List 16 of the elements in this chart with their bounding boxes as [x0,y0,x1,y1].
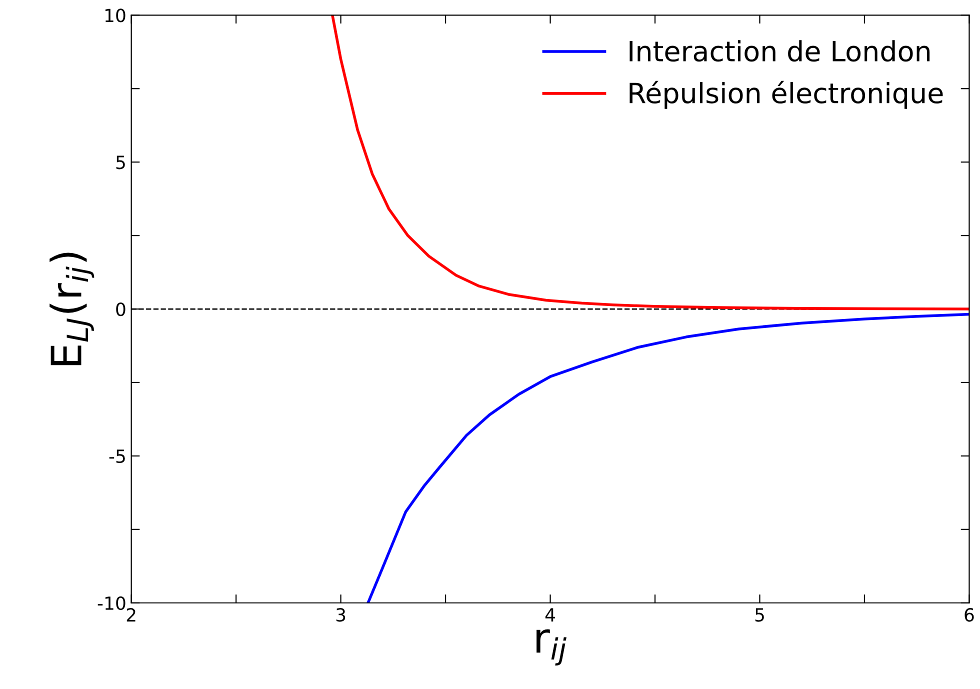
y-tick-label: 0 [116,302,126,316]
y-axis-title: E$_{LJ}$(r$_{ij}$) [50,252,94,366]
x-tick-label: 6 [964,608,974,622]
y-tick-label: 5 [116,156,125,170]
legend-label: Interaction de London [630,40,930,62]
y-tick-label: -5 [109,450,125,464]
y-tick-label: -10 [98,596,126,610]
line-series [331,15,970,310]
x-axis-title: r$_{ij}$ [536,629,566,666]
x-tick-label: 2 [126,608,136,622]
line-series [366,312,970,603]
y-tick-label: 10 [105,8,126,22]
x-tick-label: 3 [336,608,346,622]
x-tick-label: 5 [755,608,764,622]
legend-label: Répulsion électronique [630,80,943,109]
x-tick-label: 4 [545,608,555,622]
